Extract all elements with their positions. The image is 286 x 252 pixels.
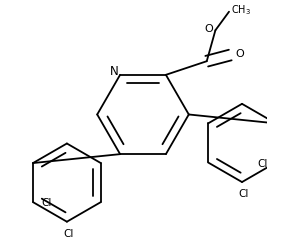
- Text: Cl: Cl: [41, 198, 52, 208]
- Text: CH$_3$: CH$_3$: [231, 3, 251, 17]
- Text: N: N: [110, 65, 118, 78]
- Text: Cl: Cl: [63, 229, 73, 239]
- Text: Cl: Cl: [257, 159, 267, 169]
- Text: O: O: [204, 24, 213, 34]
- Text: O: O: [235, 49, 244, 59]
- Text: Cl: Cl: [238, 189, 249, 199]
